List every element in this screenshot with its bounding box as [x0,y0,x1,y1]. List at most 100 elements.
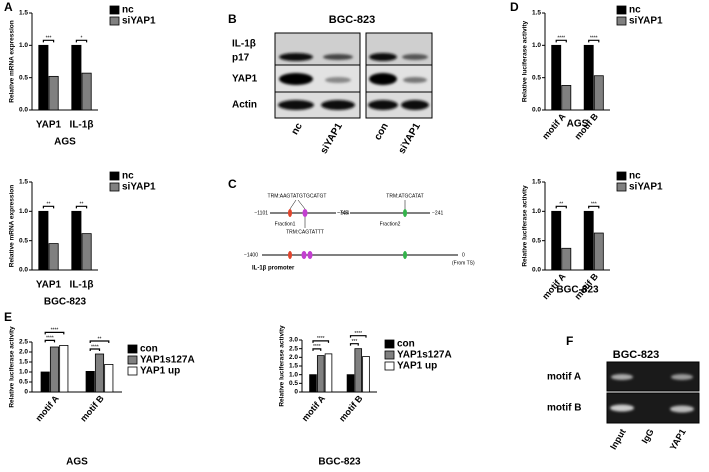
bar [48,75,59,111]
y-tick-label: 0.5 [532,237,541,244]
site-marker [301,251,307,259]
y-tick-label: 1.5 [532,179,541,186]
significance-label: **** [51,328,59,334]
western-blot: BGC-823 IL-1β p17 YAP1 Actin nc siYAP1 c… [232,14,433,156]
y-axis-label: Relative mRNA expression [9,185,16,268]
bar [94,353,105,393]
bar [38,44,49,111]
bar [593,75,604,111]
bar [104,363,114,393]
gel-bands [610,374,694,413]
chart-title: AGS [66,457,88,468]
legend-label: YAP1s127A [140,355,195,366]
y-tick-label: 1.0 [532,42,541,49]
legend-swatch [109,171,120,181]
y-axis-label: Relative luciferase activity [279,325,286,407]
y-tick-label: 0.5 [19,74,28,81]
gel-lane-label: Input [608,427,628,451]
bar [551,210,562,271]
bar [354,348,363,393]
legend-swatch [109,16,120,26]
y-tick-label: 1.5 [289,363,298,370]
legend-swatch [616,182,627,192]
promoter-diagram: −1101 −745 −504 −241 TRM:AAGTATGTGCATGT … [244,193,475,271]
legend-swatch [616,5,627,15]
blot-row-label: IL-1β [232,39,256,50]
x-tick-label: IL-1β [70,120,94,131]
legend-label: siYAP1 [629,182,663,193]
significance-bracket [44,331,65,335]
y-tick-label: 1.0 [19,208,28,215]
bar [561,85,572,111]
panel-label: B [228,12,237,26]
bar [85,370,95,393]
x-tick-label: YAP1 [36,120,62,131]
bar [40,371,50,393]
chart-title: BGC-823 [44,297,87,308]
x-tick-label: motif B [78,393,106,424]
site-marker [403,209,407,217]
significance-label: **** [317,336,325,342]
y-tick-label: 0.0 [532,267,541,274]
panel-label: F [566,334,573,348]
y-tick-label: 2.5 [19,339,28,346]
legend-swatch [127,355,138,365]
bar [583,44,594,111]
legend-label: con [397,339,415,350]
y-tick-label: 0 [24,389,28,396]
site-marker [403,251,407,259]
bar [81,233,92,271]
significance-bracket [312,340,330,343]
x-tick-label: motif B [337,393,365,424]
legend-label: YAP1 up [397,361,437,372]
y-tick-label: 2.0 [289,354,298,361]
significance-label: **** [557,36,565,42]
y-tick-label: 1.5 [19,359,28,366]
significance-label: ** [47,202,51,208]
y-tick-label: 0.0 [19,267,28,274]
bar [583,210,594,271]
significance-bracket [42,205,55,209]
site-marker [288,251,292,259]
y-tick-label: 1.0 [289,371,298,378]
site-marker [302,209,308,217]
y-axis-label: Relative luciferase activity [522,185,529,267]
significance-bracket [89,348,101,351]
y-tick-label: 0.5 [19,237,28,244]
y-tick-label: 2.5 [289,345,298,352]
x-tick-label: YAP1 [36,280,62,291]
bar [309,374,317,393]
significance-label: * [81,36,83,42]
bar [593,232,604,271]
position-label: −745 [337,210,348,216]
panel-label: E [4,310,12,324]
significance-bracket [555,205,567,209]
x-tick-label: IL-1β [70,280,94,291]
fraction-label: Fraction2 [380,221,401,227]
chart-title: AGS [567,119,589,130]
blot-row-label: p17 [232,53,250,64]
y-tick-label: 1.5 [19,10,28,17]
legend-label: nc [629,5,641,16]
significance-label: ** [559,202,563,208]
panel-label: D [510,0,519,14]
legend-swatch [127,366,138,376]
legend-swatch [384,350,395,360]
gel-row-label: motif A [547,372,581,383]
significance-label: **** [313,344,321,350]
y-axis-label: Relative luciferase activity [522,20,529,102]
bar [561,247,572,271]
bar [59,344,69,393]
bar [71,210,82,271]
panel-label: A [4,0,13,14]
legend-label: nc [122,171,134,182]
site-label: TRM:CAGTATTT [286,229,324,235]
site-pointer [289,199,406,228]
significance-bracket [349,343,359,346]
bar [48,243,59,271]
significance-bracket [312,348,322,351]
chart-title: AGS [54,137,76,148]
significance-label: **** [354,331,362,337]
y-tick-label: 1.5 [532,10,541,17]
significance-label: *** [591,202,597,208]
